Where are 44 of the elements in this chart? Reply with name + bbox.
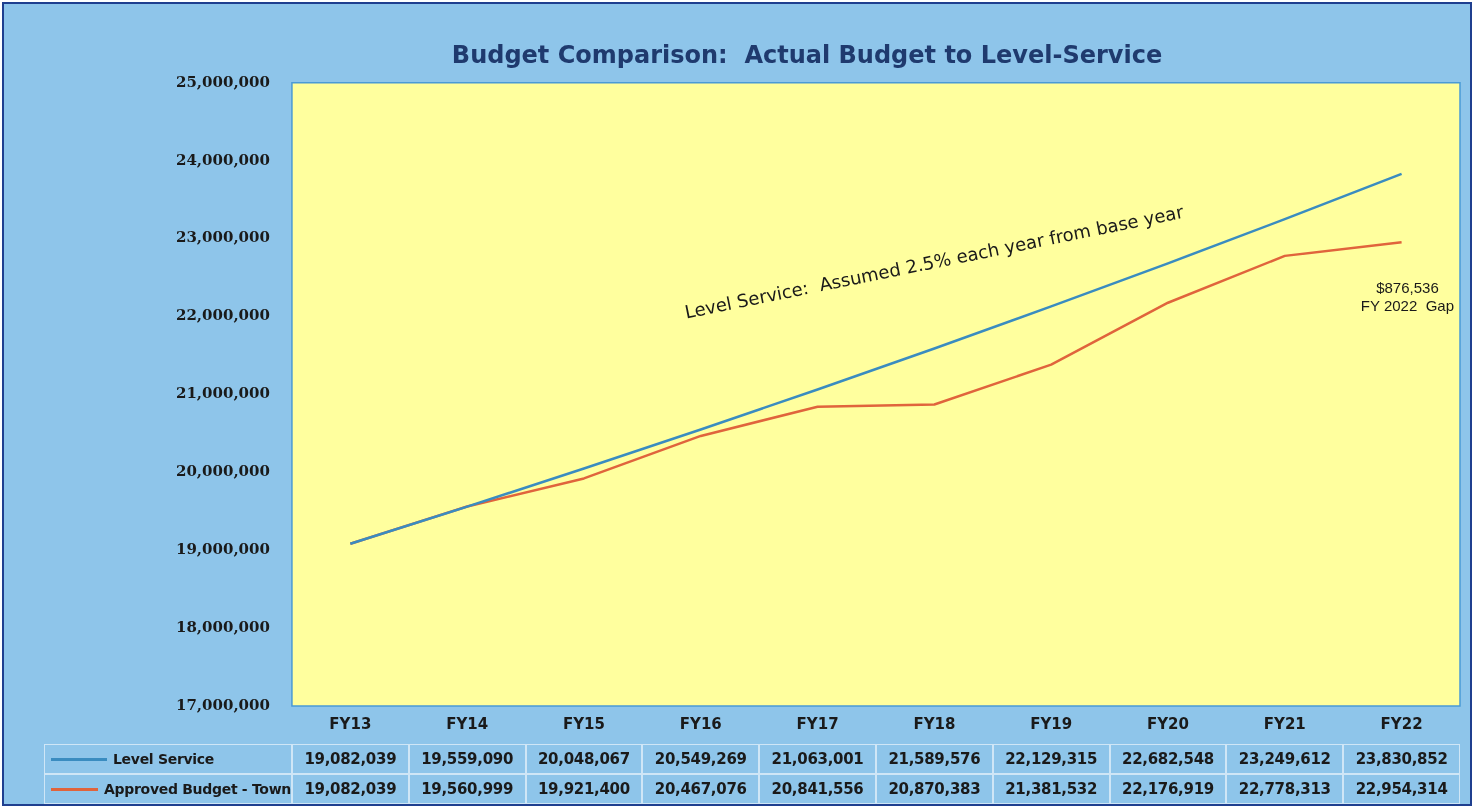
x-tick-label: FY22 xyxy=(1380,714,1423,733)
data-label: 19,560,999 xyxy=(408,774,526,804)
data-label: 22,129,315 xyxy=(992,744,1110,774)
chart-title: Budget Comparison: Actual Budget to Level-Service xyxy=(451,40,1163,69)
data-label: 19,559,090 xyxy=(408,744,526,774)
y-tick-label: 19,000,000 xyxy=(175,540,270,559)
y-tick-label: 20,000,000 xyxy=(175,462,270,481)
y-tick-label: 17,000,000 xyxy=(175,695,270,714)
data-label: 22,778,313 xyxy=(1226,774,1344,804)
data-label: 22,954,314 xyxy=(1343,774,1460,804)
data-label: 20,467,076 xyxy=(642,774,760,804)
y-tick-label: 24,000,000 xyxy=(175,150,270,169)
x-tick-label: FY18 xyxy=(913,714,956,733)
x-tick-label: FY17 xyxy=(796,714,839,733)
x-tick-label: FY15 xyxy=(562,714,605,733)
y-tick-label: 25,000,000 xyxy=(175,72,270,91)
data-label: 19,082,039 xyxy=(291,774,409,804)
y-tick-label: 23,000,000 xyxy=(175,228,270,247)
data-label: 23,830,852 xyxy=(1343,744,1460,774)
data-label: 20,870,383 xyxy=(875,774,993,804)
data-label: 20,549,269 xyxy=(642,744,760,774)
annotation: $876,536 FY 2022 Gap xyxy=(1360,278,1454,314)
y-tick-label: 21,000,000 xyxy=(175,384,270,403)
data-label: 21,381,532 xyxy=(992,774,1110,804)
data-label: 21,063,001 xyxy=(759,744,876,774)
data-label: 22,176,919 xyxy=(1109,774,1227,804)
data-label: 23,249,612 xyxy=(1226,744,1344,774)
data-label: 22,682,548 xyxy=(1109,744,1227,774)
x-tick-label: FY21 xyxy=(1263,714,1306,733)
data-label: 19,082,039 xyxy=(291,744,409,774)
data-label: 21,589,576 xyxy=(875,744,993,774)
annotation: Level Service: Assumed 2.5% each year from base year xyxy=(682,200,1186,323)
legend-label: Approved Budget - Town xyxy=(103,781,291,797)
data-label: 19,921,400 xyxy=(525,774,643,804)
x-tick-label: FY16 xyxy=(679,714,722,733)
x-tick-label: FY20 xyxy=(1146,714,1189,733)
x-tick-label: FY14 xyxy=(446,714,489,733)
data-label: 20,841,556 xyxy=(759,774,876,804)
x-tick-label: FY19 xyxy=(1030,714,1073,733)
y-tick-label: 22,000,000 xyxy=(175,306,270,325)
data-label: 20,048,067 xyxy=(525,744,643,774)
legend-label: Level Service xyxy=(113,751,215,767)
x-tick-label: FY13 xyxy=(329,714,372,733)
y-tick-label: 18,000,000 xyxy=(175,617,270,636)
